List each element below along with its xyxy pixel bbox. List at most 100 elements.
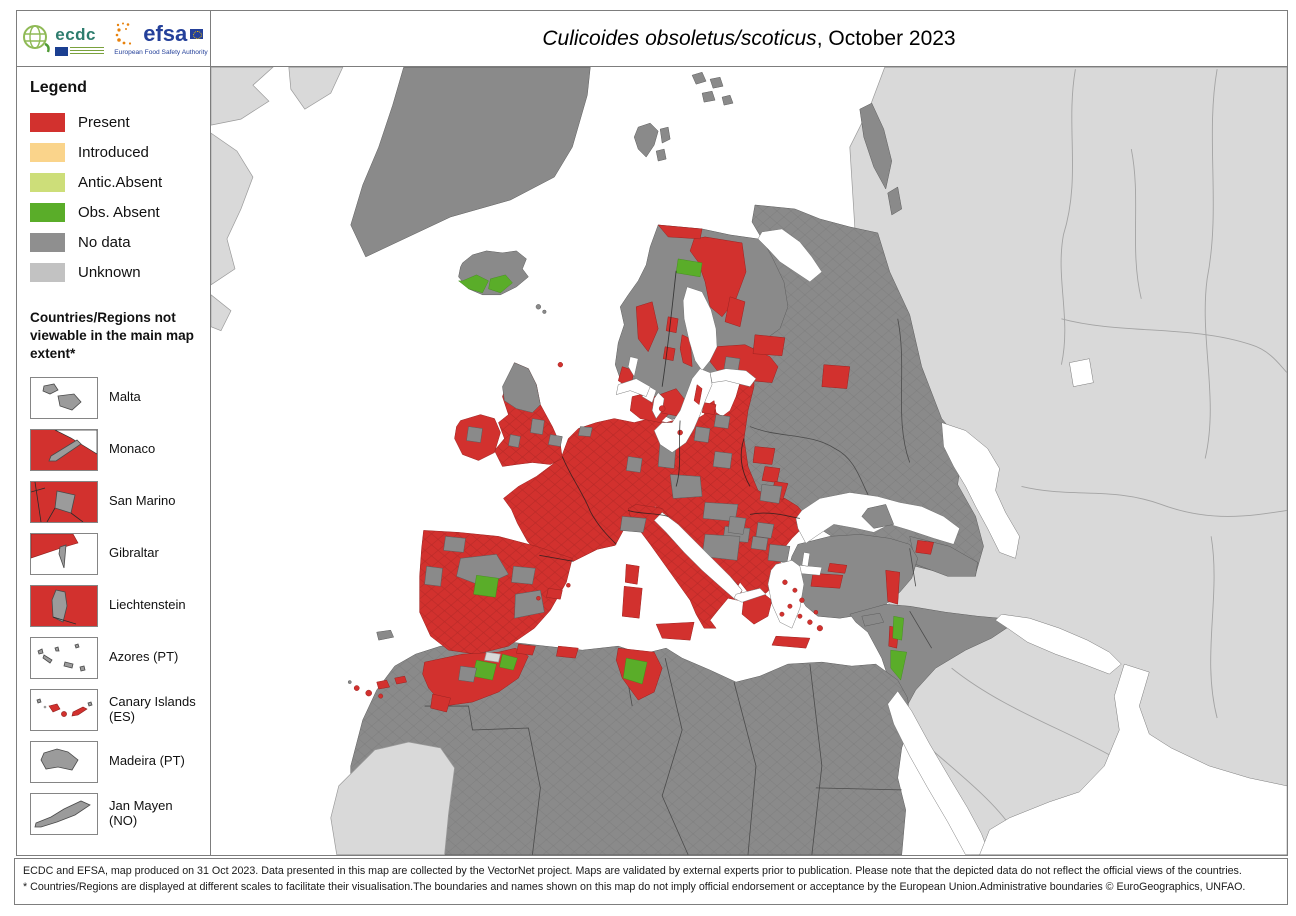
seas (615, 228, 1288, 855)
region-mallorca (546, 587, 563, 600)
legend-heading: Legend (30, 79, 87, 96)
inset-item-azores: Azores (PT) (30, 636, 199, 679)
title-date: , October 2023 (816, 26, 956, 50)
logo-panel: ecdc efsa European Food Saf (16, 10, 211, 67)
ecdc-logo-text: ecdc (55, 24, 96, 44)
ecdc-logo: ecdc (19, 22, 105, 56)
inset-item-madeira: Madeira (PT) (30, 740, 199, 783)
region-gotland (693, 384, 703, 406)
efsa-swirl-icon (115, 22, 132, 45)
region-mauritania-mali (330, 741, 455, 856)
legend-item-no-data: No data (30, 233, 199, 252)
inset-label: Gibraltar (109, 545, 159, 561)
inset-label: San Marino (109, 493, 176, 509)
inset-item-gibraltar: Gibraltar (30, 532, 199, 575)
europe-map (210, 66, 1288, 856)
legend-label: Present (78, 114, 130, 131)
legend-label: Obs. Absent (78, 204, 160, 221)
inset-label: Monaco (109, 441, 156, 457)
efsa-eu-flag-icon (190, 29, 204, 39)
legend-label: No data (78, 234, 131, 251)
inset-label: Jan Mayen (NO) (109, 797, 173, 828)
inset-map-canary-islands (30, 688, 98, 731)
region-tunisia (516, 643, 663, 701)
region-zealand (658, 405, 666, 412)
title-species: Culicoides obsoletus/scoticus (542, 26, 817, 50)
legend-item-obs-absent: Obs. Absent (30, 203, 199, 222)
legend-swatch (30, 233, 65, 252)
region-canada (210, 66, 344, 332)
inset-label: Canary Islands (ES) (109, 693, 196, 724)
inset-map-liechtenstein (30, 584, 98, 627)
region-faroe-islands (535, 304, 542, 310)
region-corsica (624, 564, 640, 585)
efsa-logo: efsa European Food Safety Authority (114, 21, 208, 56)
region-franz-josef-land (691, 71, 734, 106)
region-aegean-islands (779, 579, 823, 632)
page-title: Culicoides obsoletus/scoticus, October 2… (542, 27, 955, 51)
inset-item-malta: Malta (30, 376, 199, 419)
legend-label: Antic.Absent (78, 174, 163, 191)
country-borders (539, 270, 800, 562)
efsa-logo-text: efsa (143, 21, 188, 46)
legend-swatch (30, 263, 65, 282)
inset-label: Liechtenstein (109, 597, 186, 613)
inset-item-canary-islands: Canary Islands (ES) (30, 688, 199, 731)
inset-map-monaco (30, 428, 98, 471)
islands (347, 122, 895, 699)
region-menorca (566, 583, 571, 588)
region-novaya-zemlya (859, 102, 902, 216)
no-data-region-borders (424, 318, 933, 855)
region-sicily (655, 621, 695, 641)
region-shetland (557, 362, 563, 368)
region-bornholm (677, 429, 683, 436)
inset-item-jan-mayen: Jan Mayen (NO) (30, 792, 199, 835)
inset-item-monaco: Monaco (30, 428, 199, 471)
ecdc-globe-icon (23, 24, 51, 52)
legend-item-antic-absent: Antic.Absent (30, 173, 199, 192)
region-canary-islands (347, 675, 407, 699)
region-crete (771, 635, 811, 649)
region-crimea (861, 504, 895, 529)
region-svalbard (633, 122, 671, 162)
region-morocco (422, 647, 529, 713)
map-title-bar: Culicoides obsoletus/scoticus, October 2… (210, 10, 1288, 67)
inset-label: Azores (PT) (109, 649, 179, 665)
unknown-region-borders (913, 69, 1288, 829)
legend-swatch (30, 113, 65, 132)
legend-label: Unknown (78, 264, 141, 281)
region-sardinia (621, 585, 643, 619)
inset-map-azores (30, 636, 98, 679)
region-ibiza (536, 595, 541, 601)
inset-map-madeira (30, 740, 98, 783)
footer-line1: ECDC and EFSA, map produced on 31 Oct 20… (23, 865, 1242, 877)
sidebar: Legend Present Introduced Antic.Absent O… (16, 66, 211, 856)
legend-label: Introduced (78, 144, 149, 161)
region-iceland (457, 250, 529, 296)
insets-heading: Countries/Regions not viewable in the ma… (30, 310, 194, 361)
legend-swatch (30, 203, 65, 222)
legend-item-unknown: Unknown (30, 263, 199, 282)
inset-map-gibraltar (30, 532, 98, 575)
no-data-patches (424, 356, 791, 619)
inset-map-malta (30, 376, 98, 419)
legend-swatch (30, 173, 65, 192)
legend-item-present: Present (30, 113, 199, 132)
eu-flag-icon (55, 46, 69, 56)
footer-line2: * Countries/Regions are displayed at dif… (23, 881, 1246, 894)
map-panel (210, 66, 1288, 856)
inset-label: Malta (109, 389, 141, 405)
legend-swatch (30, 143, 65, 162)
footer: ECDC and EFSA, map produced on 31 Oct 20… (14, 858, 1288, 905)
inset-item-san-marino: San Marino (30, 480, 199, 523)
mesh-overlay (740, 204, 984, 575)
inset-label: Madeira (PT) (109, 753, 185, 769)
region-madeira (376, 629, 395, 641)
inset-map-jan-mayen (30, 792, 98, 835)
inset-map-san-marino (30, 480, 98, 523)
region-cyprus (861, 612, 885, 627)
inset-item-liechtenstein: Liechtenstein (30, 584, 199, 627)
efsa-logo-subtext: European Food Safety Authority (114, 49, 208, 56)
ecdc-microtext (70, 47, 105, 55)
